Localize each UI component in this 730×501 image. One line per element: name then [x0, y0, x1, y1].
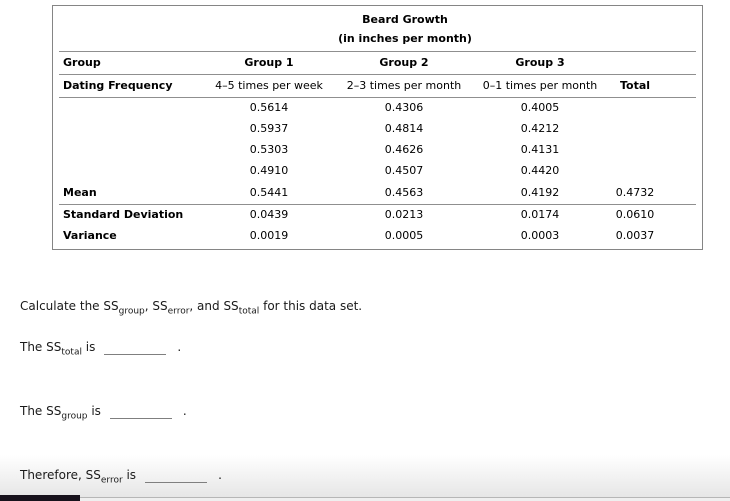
- dating-frequency-row: Dating Frequency 4–5 times per week 2–3 …: [59, 74, 697, 98]
- data-cell: 0.4131: [520, 143, 560, 156]
- table-row: 0.5303 0.4626 0.4131: [59, 139, 696, 160]
- data-cell: 0.4212: [520, 122, 560, 135]
- variance-total-value: 0.0037: [615, 229, 655, 242]
- sd-value: 0.0213: [384, 208, 424, 222]
- data-cell: 0.4306: [384, 101, 424, 115]
- ss-total-answer-blank[interactable]: [104, 354, 167, 355]
- ss-error-answer-blank[interactable]: [145, 482, 208, 483]
- variance-row: Variance 0.0019 0.0005 0.0003 0.0037: [59, 225, 696, 246]
- question-ss-total: The SStotal is.: [20, 340, 182, 358]
- instruction-text: Calculate the SSgroup, SSerror, and SSto…: [20, 299, 363, 317]
- variance-row-label: Variance: [63, 229, 117, 242]
- subscript-group: group: [61, 411, 88, 422]
- mean-value: 0.5441: [201, 181, 337, 205]
- table-subtitle: (in inches per month): [338, 32, 472, 45]
- group1-header: Group 1: [201, 51, 337, 75]
- sd-value: 0.0439: [249, 208, 289, 222]
- beard-growth-data-table: Beard Growth (in inches per month) Group …: [52, 5, 703, 250]
- data-cell: 0.5937: [249, 122, 289, 135]
- subscript-total: total: [61, 347, 82, 358]
- sd-value: 0.0174: [520, 208, 560, 222]
- data-cell: 0.5303: [249, 143, 289, 156]
- table-row: 0.5614 0.4306 0.4005: [59, 97, 696, 118]
- variance-value: 0.0005: [384, 229, 424, 242]
- period: .: [182, 404, 187, 418]
- data-cell: 0.4005: [520, 101, 560, 115]
- variance-value: 0.0003: [520, 229, 560, 242]
- group-row-label: Group: [59, 51, 201, 75]
- ss-group-answer-blank[interactable]: [109, 418, 172, 419]
- data-cell: 0.4626: [384, 143, 424, 156]
- subscript-group: group: [118, 306, 145, 317]
- table-row: 0.5937 0.4814 0.4212: [59, 118, 696, 139]
- table-title: Beard Growth: [362, 13, 448, 26]
- question-ss-error: Therefore, SSerror is.: [20, 468, 222, 486]
- frequency-row-label: Dating Frequency: [59, 74, 201, 98]
- statistics-table: Beard Growth (in inches per month) Group …: [59, 7, 697, 246]
- data-cell: 0.4507: [384, 164, 424, 177]
- subscript-total: total: [238, 306, 260, 317]
- mean-row: Mean 0.5441 0.4563 0.4192 0.4732: [59, 181, 697, 205]
- standard-deviation-row: Standard Deviation 0.0439 0.0213 0.0174 …: [59, 204, 696, 225]
- period: .: [177, 340, 182, 354]
- group3-header: Group 3: [471, 51, 610, 75]
- mean-row-label: Mean: [59, 181, 201, 205]
- sd-total-value: 0.0610: [615, 208, 655, 222]
- data-cell: 0.4420: [520, 164, 560, 177]
- horizontal-scrollbar-thumb[interactable]: [0, 495, 80, 501]
- group-header-row: Group Group 1 Group 2 Group 3: [59, 51, 697, 75]
- mean-value: 0.4192: [471, 181, 610, 205]
- subscript-error: error: [167, 306, 190, 317]
- period: .: [218, 468, 222, 482]
- group2-header: Group 2: [337, 51, 471, 75]
- group2-frequency: 2–3 times per month: [337, 74, 471, 98]
- table-row: 0.4910 0.4507 0.4420: [59, 160, 696, 181]
- mean-total-value: 0.4732: [609, 181, 697, 205]
- total-header: Total: [609, 74, 697, 98]
- data-cell: 0.5614: [249, 101, 289, 115]
- subscript-error: error: [100, 475, 123, 486]
- data-cell: 0.4814: [384, 122, 424, 135]
- group3-frequency: 0–1 times per month: [471, 74, 610, 98]
- horizontal-scrollbar-track[interactable]: [0, 497, 730, 501]
- question-ss-group: The SSgroup is.: [20, 404, 187, 422]
- sd-row-label: Standard Deviation: [63, 208, 184, 222]
- group1-frequency: 4–5 times per week: [201, 74, 337, 98]
- data-cell: 0.4910: [249, 164, 289, 177]
- table-title-row: Beard Growth (in inches per month): [59, 7, 697, 52]
- bottom-gradient: [0, 455, 730, 497]
- mean-value: 0.4563: [337, 181, 471, 205]
- variance-value: 0.0019: [249, 229, 289, 242]
